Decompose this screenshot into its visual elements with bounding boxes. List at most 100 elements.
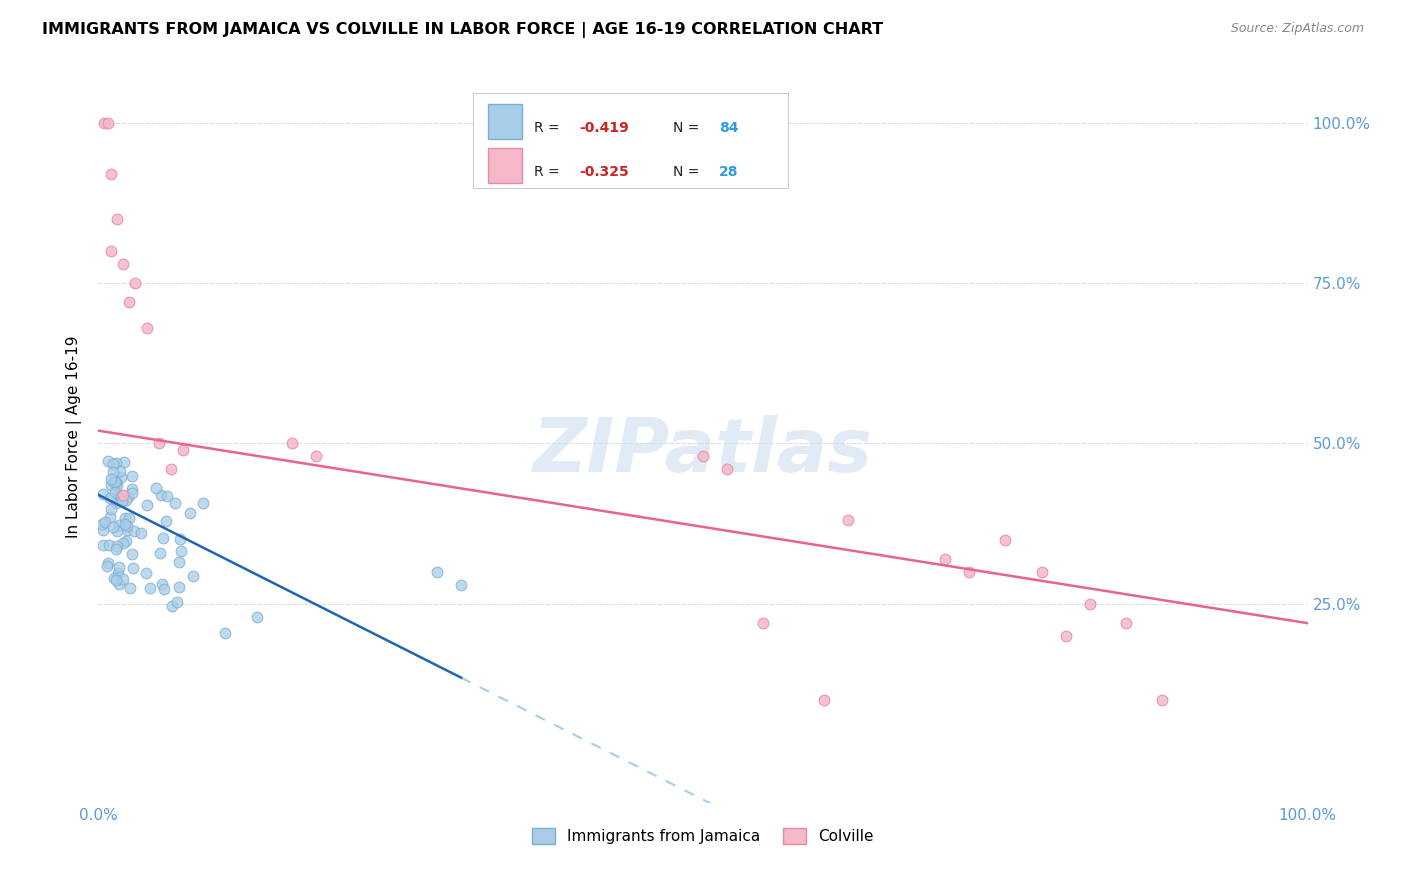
- Point: [103, 571, 125, 585]
- Point: [112, 455, 135, 469]
- Point: [103, 520, 125, 534]
- Text: 28: 28: [718, 165, 738, 179]
- Point: [101, 457, 124, 471]
- Point: [135, 321, 157, 335]
- Point: [97, 116, 120, 130]
- Point: [105, 573, 128, 587]
- Point: [1115, 616, 1137, 631]
- Point: [155, 489, 177, 503]
- Point: [160, 462, 183, 476]
- Point: [107, 560, 129, 574]
- Point: [108, 577, 131, 591]
- Point: [153, 582, 176, 597]
- Point: [90, 516, 112, 531]
- Point: [105, 478, 128, 492]
- Point: [281, 436, 304, 450]
- Point: [103, 465, 125, 479]
- Point: [94, 516, 117, 530]
- Point: [994, 533, 1017, 547]
- Point: [426, 565, 449, 579]
- Point: [166, 595, 188, 609]
- Point: [115, 493, 138, 508]
- Point: [129, 525, 152, 540]
- Point: [91, 486, 114, 500]
- Point: [149, 546, 172, 560]
- Point: [111, 488, 134, 502]
- Point: [98, 491, 121, 505]
- Point: [111, 494, 134, 508]
- Point: [91, 538, 114, 552]
- Point: [172, 442, 194, 457]
- Point: [118, 295, 141, 310]
- Point: [93, 116, 115, 130]
- Point: [148, 436, 170, 450]
- Point: [97, 538, 120, 552]
- Point: [167, 555, 190, 569]
- Point: [150, 488, 173, 502]
- Text: N =: N =: [673, 121, 703, 136]
- Point: [214, 625, 236, 640]
- Point: [100, 244, 122, 258]
- Point: [100, 167, 122, 181]
- Point: [100, 477, 122, 491]
- Point: [98, 510, 121, 524]
- Point: [191, 496, 214, 510]
- Point: [155, 514, 177, 528]
- Text: N =: N =: [673, 165, 703, 179]
- Point: [122, 524, 145, 539]
- Point: [752, 616, 775, 631]
- Point: [813, 693, 835, 707]
- Text: R =: R =: [534, 165, 564, 179]
- Point: [245, 610, 267, 624]
- Point: [450, 577, 472, 591]
- Point: [110, 490, 132, 504]
- Point: [105, 475, 128, 489]
- Point: [100, 501, 122, 516]
- Point: [1152, 693, 1174, 707]
- Point: [152, 531, 174, 545]
- Text: R =: R =: [534, 121, 564, 136]
- Point: [121, 483, 143, 497]
- Point: [107, 488, 129, 502]
- Text: ZIPatlas: ZIPatlas: [533, 415, 873, 488]
- Point: [108, 518, 131, 533]
- Point: [716, 462, 738, 476]
- Point: [1031, 565, 1053, 579]
- Point: [179, 507, 201, 521]
- Point: [97, 454, 120, 468]
- Point: [145, 481, 167, 495]
- Point: [135, 566, 157, 581]
- Point: [110, 464, 132, 478]
- Point: [163, 496, 186, 510]
- Point: [103, 475, 125, 490]
- Point: [121, 468, 143, 483]
- Point: [114, 510, 136, 524]
- Point: [114, 516, 136, 531]
- Point: [115, 518, 138, 533]
- Point: [112, 536, 135, 550]
- Point: [107, 524, 129, 539]
- Point: [135, 498, 157, 512]
- Point: [105, 542, 128, 557]
- Point: [1078, 597, 1101, 611]
- FancyBboxPatch shape: [488, 104, 522, 139]
- Text: Source: ZipAtlas.com: Source: ZipAtlas.com: [1230, 22, 1364, 36]
- Point: [169, 581, 191, 595]
- Point: [107, 566, 129, 580]
- Point: [105, 456, 128, 470]
- Point: [117, 490, 139, 504]
- Text: IMMIGRANTS FROM JAMAICA VS COLVILLE IN LABOR FORCE | AGE 16-19 CORRELATION CHART: IMMIGRANTS FROM JAMAICA VS COLVILLE IN L…: [42, 22, 883, 38]
- Point: [111, 257, 134, 271]
- FancyBboxPatch shape: [474, 94, 787, 188]
- Point: [837, 514, 859, 528]
- Point: [110, 469, 132, 483]
- Point: [104, 496, 127, 510]
- Point: [104, 485, 127, 500]
- Point: [692, 450, 714, 464]
- Point: [138, 581, 160, 595]
- Point: [105, 211, 128, 226]
- Point: [104, 475, 127, 490]
- Point: [118, 510, 141, 524]
- Point: [112, 573, 135, 587]
- Point: [181, 568, 204, 582]
